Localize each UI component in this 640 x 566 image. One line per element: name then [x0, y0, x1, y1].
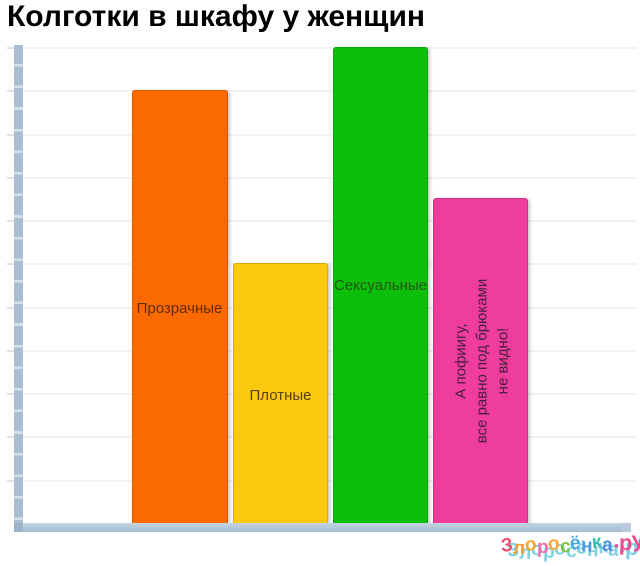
y-axis-tick	[7, 90, 15, 92]
y-axis	[14, 45, 23, 532]
bar-pofigu	[433, 198, 528, 523]
gridline	[7, 220, 637, 222]
watermark-letter: о	[523, 533, 538, 556]
y-axis-tick	[7, 263, 15, 265]
watermark: Злоросёнка.ру Злоросёнка.ру	[500, 526, 640, 565]
y-axis-tick	[7, 134, 15, 136]
gridline	[7, 90, 637, 92]
axis-end-cap	[622, 523, 631, 532]
bar-plotnye	[233, 263, 328, 523]
y-axis-tick	[7, 436, 15, 438]
x-axis	[14, 523, 631, 532]
bar-label: Плотные	[249, 387, 312, 404]
gridline	[7, 47, 637, 49]
bar-label: Сексуальные	[333, 277, 428, 294]
y-axis-tick	[7, 350, 15, 352]
bar-label-line: не видно!	[494, 327, 511, 395]
y-axis-tick	[7, 47, 15, 49]
bar-label: Прозрачные	[136, 300, 223, 317]
bar-seksualnye	[333, 47, 428, 523]
y-axis-tick	[7, 480, 15, 482]
bar-prozrachnye	[132, 90, 228, 523]
bar-label-line: А пофиигу,	[452, 323, 469, 399]
watermark-text: Злоросёнка.ру	[500, 526, 640, 559]
watermark-letter: а	[601, 534, 613, 556]
y-axis-tick	[7, 220, 15, 222]
page-title: Колготки в шкафу у женщин	[7, 0, 426, 33]
bar-label-line: все равно под брюками	[473, 278, 490, 444]
watermark-letter: о	[547, 533, 561, 556]
y-axis-tick	[7, 307, 15, 309]
watermark-letter: у	[630, 526, 640, 553]
y-axis-tick	[7, 393, 15, 395]
gridline	[7, 177, 637, 179]
gridline	[7, 134, 637, 136]
bar-label-rotated: А пофиигу, все равно под брюками не видно!	[450, 231, 513, 491]
axis-origin-cap	[14, 523, 23, 532]
y-axis-tick	[7, 177, 15, 179]
